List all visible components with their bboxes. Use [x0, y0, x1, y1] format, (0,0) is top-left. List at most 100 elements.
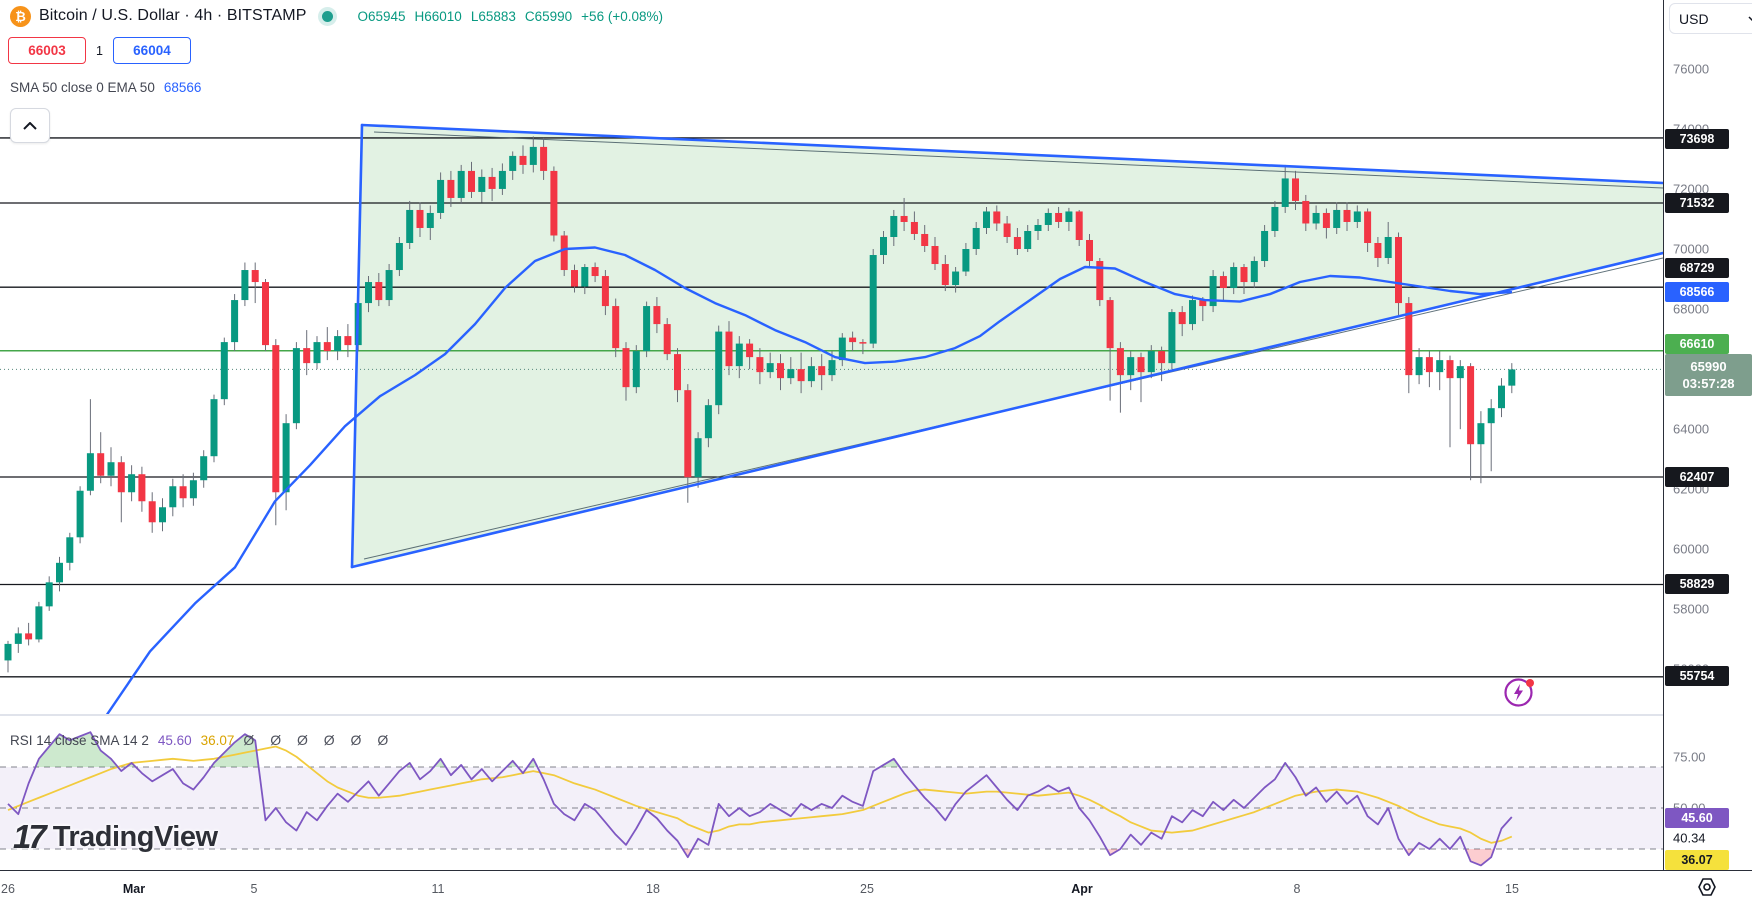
candle-up: [1498, 385, 1505, 409]
ma-indicator-legend[interactable]: SMA 50 close 0 EMA 50 68566: [10, 80, 201, 95]
ohlc-low: L65883: [470, 8, 516, 24]
flash-trade-button[interactable]: [1503, 676, 1536, 709]
candle-down: [468, 170, 475, 192]
axis-settings-button[interactable]: [1694, 874, 1720, 900]
candle-down: [1116, 348, 1124, 376]
candle-up: [128, 474, 136, 493]
price-tick: 72000: [1673, 181, 1710, 197]
time-label-day: 26: [1, 882, 15, 896]
candle-up: [437, 179, 445, 213]
candle-up: [292, 348, 300, 424]
candle-up: [1127, 357, 1135, 376]
main-pane[interactable]: [0, 123, 1663, 718]
symbol-header[interactable]: ₿ Bitcoin / U.S. Dollar · 4h · BITSTAMP …: [10, 4, 663, 28]
candle-down: [818, 366, 826, 376]
symbol-title[interactable]: Bitcoin / U.S. Dollar · 4h · BITSTAMP: [39, 7, 307, 24]
lightning-icon: [1504, 678, 1534, 707]
buy-button[interactable]: 66004: [112, 37, 191, 64]
candle-down: [1219, 276, 1227, 289]
candle-down: [375, 282, 383, 301]
candle-up: [983, 211, 990, 228]
candle-up: [107, 462, 115, 476]
time-label-month: Mar: [122, 882, 146, 896]
candle-down: [323, 342, 331, 352]
candle-down: [663, 324, 671, 355]
pane-separator[interactable]: [0, 714, 1752, 716]
chevron-down-icon: [1748, 15, 1752, 21]
candle-up: [385, 270, 393, 301]
price-tick: 60000: [1673, 541, 1710, 557]
bitcoin-icon: ₿: [10, 5, 31, 27]
candle-up: [334, 336, 342, 352]
rsi-ma-value: 36.07: [200, 732, 235, 748]
last-price: 65990: [1690, 359, 1727, 374]
candle-down: [97, 453, 105, 476]
candle-up: [1333, 209, 1341, 228]
collapse-panel-button[interactable]: [10, 108, 50, 143]
candle-up: [1436, 360, 1444, 373]
price-axis[interactable]: USD 760007400072000700006800066000640006…: [1663, 0, 1752, 870]
candle-up: [210, 399, 218, 457]
candle-down: [1343, 209, 1351, 222]
candle-up: [1147, 351, 1155, 373]
price-badge: 71532: [1665, 193, 1729, 213]
trendline-inner[interactable]: [373, 131, 1663, 189]
candle-up: [1034, 224, 1042, 231]
candle-down: [488, 176, 496, 189]
candle-up: [189, 480, 197, 499]
candle-down: [447, 179, 455, 198]
candle-down: [993, 211, 1001, 224]
candle-up: [282, 423, 290, 493]
currency-dropdown[interactable]: USD: [1669, 3, 1752, 34]
candle-up: [365, 282, 372, 304]
candle-down: [344, 336, 352, 346]
rsi-pane[interactable]: [0, 731, 1663, 867]
candle-up: [1271, 206, 1279, 231]
candle-down: [1364, 211, 1372, 243]
candle-down: [684, 390, 692, 478]
price-badge: 68729: [1665, 258, 1729, 278]
candle-up: [828, 360, 836, 376]
ema50-line[interactable]: [105, 246, 1513, 718]
candle-up: [45, 582, 53, 607]
rsi-line[interactable]: [7, 731, 1513, 867]
candle-up: [1281, 178, 1289, 207]
candle-down: [1075, 211, 1083, 240]
candle-up: [1384, 236, 1392, 259]
ohlc-values: O65945 H66010 L65883 C65990 +56 (+0.08%): [357, 9, 663, 24]
candle-down: [1158, 351, 1166, 364]
rsi-indicator-legend[interactable]: RSI 14 close SMA 14 2 45.60 36.07 Ø Ø Ø …: [10, 732, 394, 748]
trendline-bottom_edge[interactable]: [350, 251, 1663, 569]
trendline-top_edge[interactable]: [360, 123, 1663, 185]
candle-down: [601, 276, 609, 307]
candle-down: [653, 306, 661, 325]
time-axis[interactable]: 26 Mar 5 11 18 25 Apr 8 15: [0, 870, 1752, 909]
candle-down: [777, 363, 784, 379]
triangle-pattern-fill[interactable]: [352, 125, 1663, 567]
candle-down: [1302, 200, 1310, 224]
candle-up: [869, 255, 877, 344]
trendline-left_edge[interactable]: [350, 123, 364, 569]
candle-down: [179, 486, 187, 499]
candle-up: [972, 227, 980, 250]
candle-up: [704, 405, 712, 439]
candle-up: [890, 215, 898, 237]
candle-down: [540, 146, 548, 171]
market-status-dot[interactable]: [322, 10, 334, 22]
sell-button[interactable]: 66003: [8, 37, 86, 64]
candle-down: [550, 170, 558, 236]
candle-up: [529, 146, 537, 165]
candle-down: [859, 342, 867, 344]
rsi-value: 45.60: [157, 732, 192, 748]
chevron-up-icon: [23, 121, 37, 130]
time-label-day: 25: [860, 882, 874, 896]
candle-up: [581, 267, 589, 287]
price-badge: 55754: [1665, 666, 1729, 686]
candle-down: [25, 633, 33, 640]
candle-up: [241, 270, 249, 301]
candle-up: [1456, 366, 1464, 379]
rsi-ma-line[interactable]: [7, 745, 1513, 844]
rsi-legend-label: RSI 14 close SMA 14 2: [10, 732, 149, 748]
candle-up: [66, 537, 74, 563]
